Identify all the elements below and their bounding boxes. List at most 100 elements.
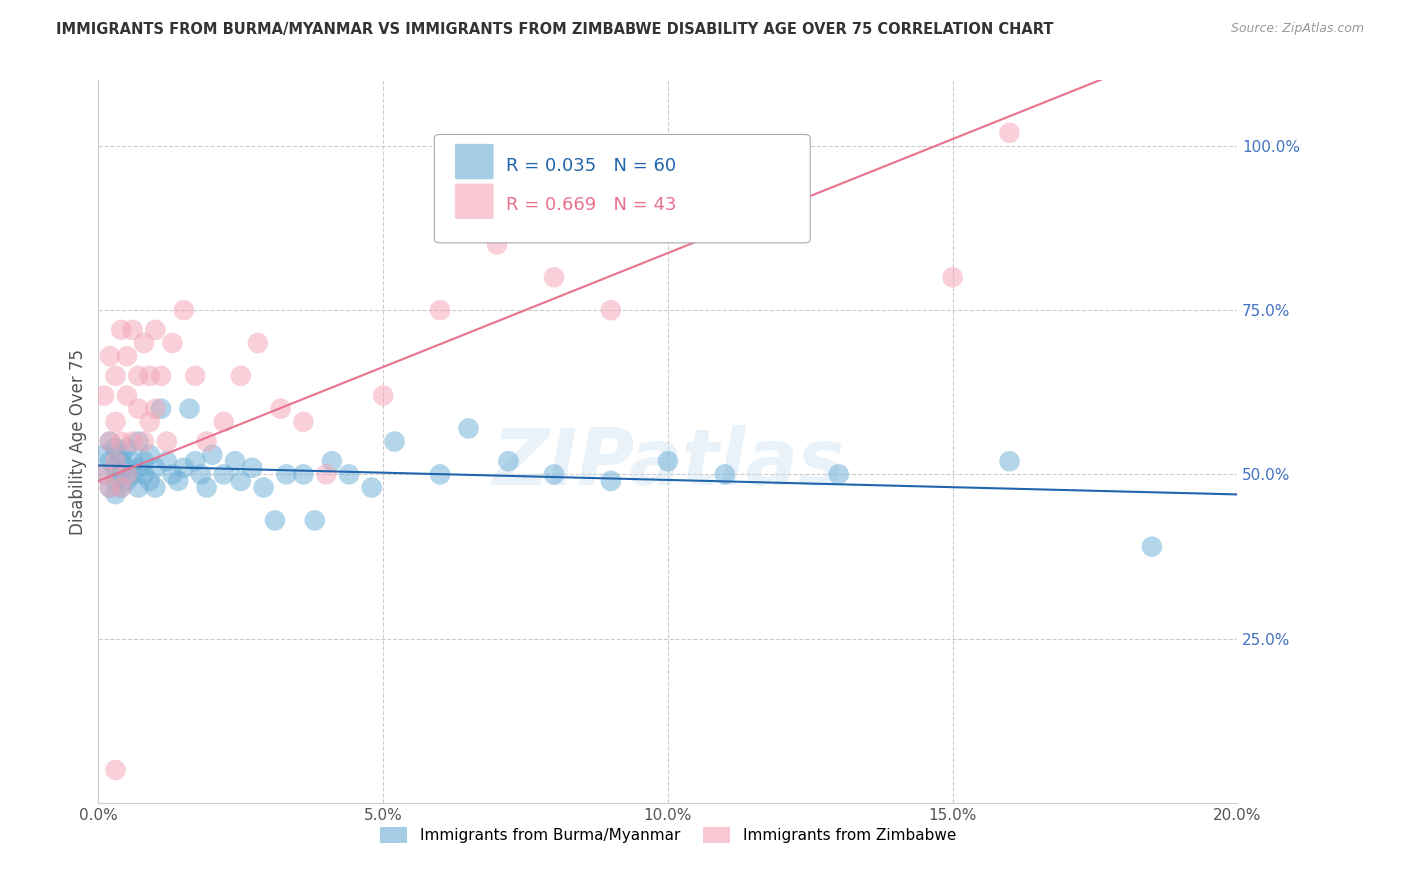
Point <box>121 434 143 449</box>
Point <box>138 368 160 383</box>
Point <box>98 481 121 495</box>
Text: R = 0.035   N = 60: R = 0.035 N = 60 <box>506 156 676 175</box>
Text: Source: ZipAtlas.com: Source: ZipAtlas.com <box>1230 22 1364 36</box>
Text: R = 0.669   N = 43: R = 0.669 N = 43 <box>506 196 676 214</box>
Point <box>240 460 263 475</box>
Point <box>93 448 115 462</box>
Point <box>246 336 269 351</box>
Point <box>714 467 737 482</box>
Point <box>104 415 127 429</box>
Point <box>93 467 115 482</box>
Point <box>156 434 179 449</box>
Point <box>115 349 138 363</box>
Point <box>373 388 395 402</box>
Point <box>270 401 292 416</box>
Point <box>276 467 298 482</box>
Point <box>145 481 167 495</box>
Point <box>115 474 138 488</box>
Point <box>384 434 406 449</box>
Point <box>104 441 127 455</box>
Point <box>104 368 127 383</box>
Point <box>121 323 143 337</box>
Point <box>110 481 132 495</box>
Point <box>315 467 337 482</box>
Point <box>93 467 115 482</box>
Point <box>998 126 1021 140</box>
Point <box>127 460 149 475</box>
Point <box>173 303 195 318</box>
Point <box>127 401 149 416</box>
Point <box>98 349 121 363</box>
Point <box>98 434 121 449</box>
Point <box>600 474 623 488</box>
Point <box>121 454 143 468</box>
Point <box>104 460 127 475</box>
Point <box>292 467 315 482</box>
Point <box>543 270 565 285</box>
Point <box>173 460 195 475</box>
Point <box>104 763 127 777</box>
Point <box>224 454 246 468</box>
Point <box>229 474 252 488</box>
Point <box>167 474 190 488</box>
Point <box>127 368 149 383</box>
Point <box>132 454 155 468</box>
Point <box>127 434 149 449</box>
Point <box>93 388 115 402</box>
Point <box>162 467 184 482</box>
FancyBboxPatch shape <box>456 184 494 219</box>
Point <box>998 454 1021 468</box>
Point <box>150 368 173 383</box>
Point <box>110 434 132 449</box>
Text: IMMIGRANTS FROM BURMA/MYANMAR VS IMMIGRANTS FROM ZIMBABWE DISABILITY AGE OVER 75: IMMIGRANTS FROM BURMA/MYANMAR VS IMMIGRA… <box>56 22 1053 37</box>
Point <box>657 454 679 468</box>
Point <box>110 448 132 462</box>
Point <box>121 467 143 482</box>
Point <box>98 434 121 449</box>
Point <box>115 467 138 482</box>
Point <box>321 454 343 468</box>
Point <box>132 336 155 351</box>
Point <box>429 303 451 318</box>
Point <box>201 448 224 462</box>
Point <box>145 401 167 416</box>
FancyBboxPatch shape <box>434 135 810 243</box>
Point <box>104 454 127 468</box>
Point <box>110 467 132 482</box>
Legend: Immigrants from Burma/Myanmar, Immigrants from Zimbabwe: Immigrants from Burma/Myanmar, Immigrant… <box>374 822 962 849</box>
Point <box>184 368 207 383</box>
Point <box>457 421 479 435</box>
Point <box>145 460 167 475</box>
Point <box>252 481 274 495</box>
Point <box>132 434 155 449</box>
Point <box>179 401 201 416</box>
Text: ZIPatlas: ZIPatlas <box>492 425 844 501</box>
Point <box>429 467 451 482</box>
Point <box>212 467 235 482</box>
Point <box>145 323 167 337</box>
Point <box>184 454 207 468</box>
Y-axis label: Disability Age Over 75: Disability Age Over 75 <box>69 349 87 534</box>
Point <box>337 467 360 482</box>
FancyBboxPatch shape <box>456 144 494 179</box>
Point <box>264 513 287 527</box>
Point <box>212 415 235 429</box>
Point <box>195 481 218 495</box>
Point <box>229 368 252 383</box>
Point <box>110 323 132 337</box>
Point <box>292 415 315 429</box>
Point <box>498 454 520 468</box>
Point <box>138 474 160 488</box>
Point <box>98 481 121 495</box>
Point <box>156 454 179 468</box>
Point <box>104 487 127 501</box>
Point <box>828 467 851 482</box>
Point <box>162 336 184 351</box>
Point <box>1140 540 1163 554</box>
Point <box>195 434 218 449</box>
Point <box>360 481 382 495</box>
Point <box>543 467 565 482</box>
Point <box>138 448 160 462</box>
Point <box>190 467 212 482</box>
Point <box>98 454 121 468</box>
